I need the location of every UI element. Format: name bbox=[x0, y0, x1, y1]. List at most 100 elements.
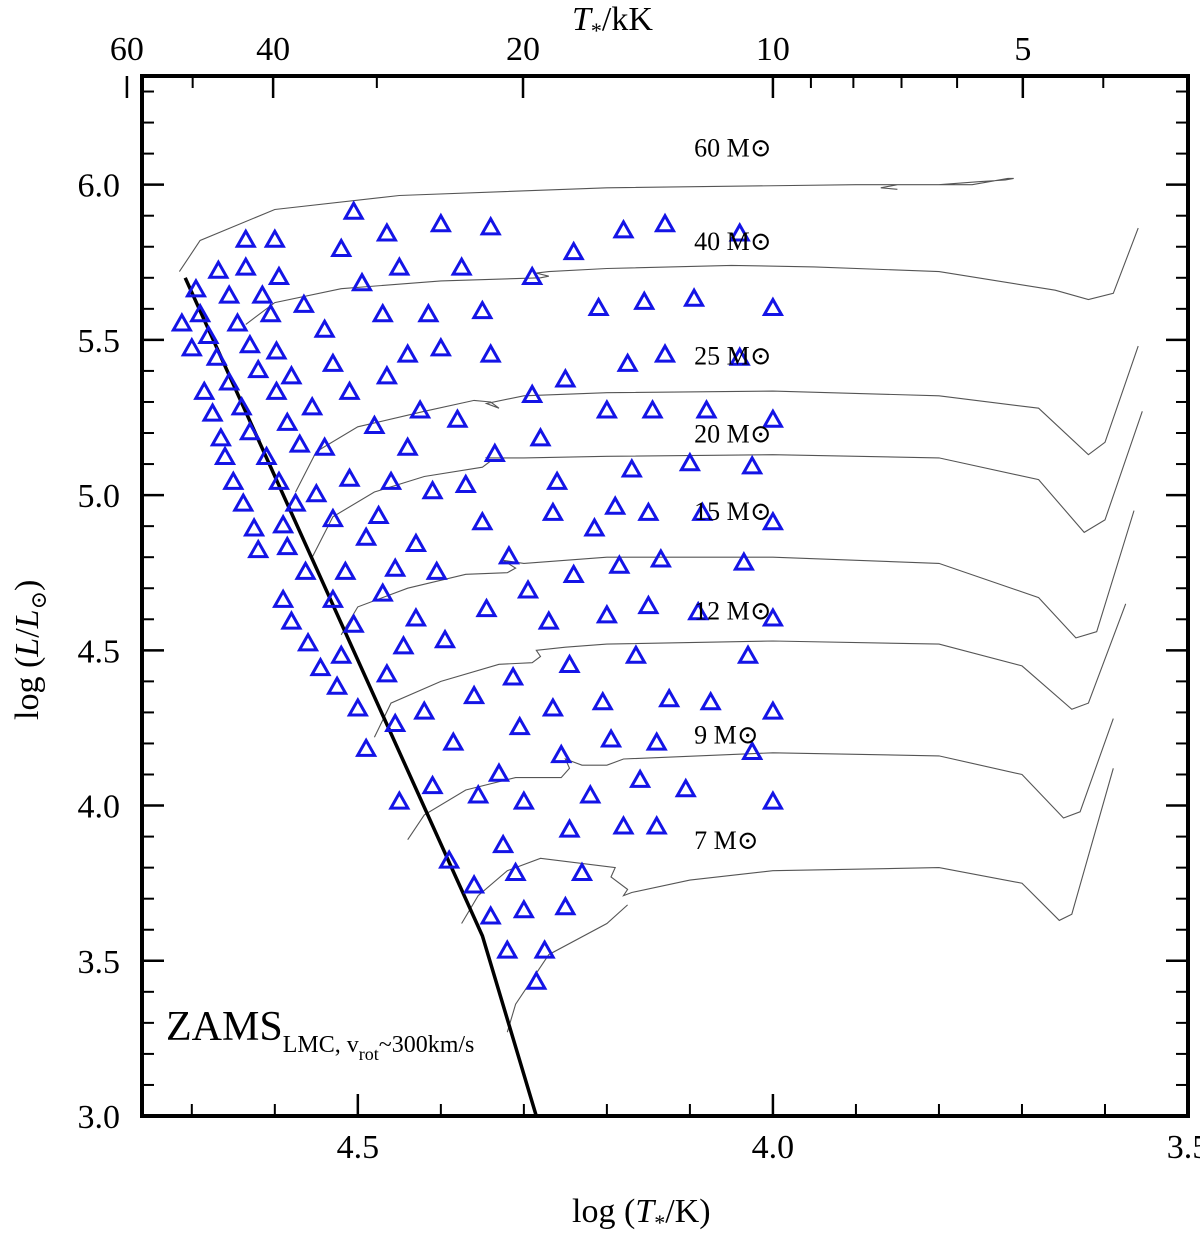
triangle-marker bbox=[272, 588, 295, 608]
triangle-marker bbox=[467, 783, 490, 804]
triangle-marker bbox=[255, 445, 278, 466]
triangle-marker bbox=[558, 653, 581, 674]
triangle-marker bbox=[326, 675, 349, 695]
triangle-marker bbox=[309, 656, 332, 677]
triangle-marker bbox=[342, 613, 365, 633]
track-label-3: 20 M⊙ bbox=[694, 419, 771, 448]
triangle-marker bbox=[321, 588, 345, 608]
triangle-marker bbox=[267, 265, 291, 285]
triangle-marker bbox=[525, 970, 548, 990]
triangle-marker bbox=[479, 904, 502, 925]
triangle-marker bbox=[396, 436, 419, 456]
triangle-marker bbox=[375, 221, 398, 242]
track-label-4: 15 M⊙ bbox=[694, 497, 771, 526]
triangle-marker bbox=[645, 731, 668, 751]
zams-label: ZAMSLMC, vrot~300km/s bbox=[166, 1004, 474, 1064]
triangle-marker bbox=[180, 336, 203, 357]
triangle-marker bbox=[184, 277, 208, 298]
triangle-marker bbox=[741, 740, 764, 760]
evolution-tracks bbox=[178, 177, 1143, 1033]
triangle-marker bbox=[342, 200, 365, 220]
track-label-1: 40 M⊙ bbox=[694, 227, 771, 256]
triangle-marker bbox=[541, 501, 565, 521]
triangle-marker bbox=[471, 299, 494, 320]
triangle-marker bbox=[475, 597, 498, 618]
model-points bbox=[170, 200, 784, 990]
track-line-2 bbox=[295, 345, 1139, 493]
triangle-marker bbox=[170, 312, 193, 332]
triangle-marker bbox=[371, 302, 394, 323]
zams-line bbox=[183, 277, 538, 1116]
top-tick-label: 40 bbox=[256, 31, 290, 68]
top-tick-label: 10 bbox=[756, 31, 790, 68]
triangle-marker bbox=[338, 467, 361, 487]
triangle-marker bbox=[604, 495, 627, 515]
triangle-marker bbox=[620, 457, 643, 478]
triangle-marker bbox=[529, 426, 552, 447]
triangle-marker bbox=[741, 454, 764, 475]
track-label-0: 60 M⊙ bbox=[694, 134, 771, 163]
triangle-marker bbox=[247, 538, 270, 559]
triangle-marker bbox=[384, 557, 407, 577]
triangle-marker bbox=[321, 352, 345, 372]
triangle-marker bbox=[238, 333, 261, 354]
triangle-marker bbox=[384, 712, 407, 733]
triangle-marker bbox=[687, 600, 710, 621]
triangle-marker bbox=[230, 395, 253, 416]
track-line-0 bbox=[178, 177, 1014, 272]
triangle-marker bbox=[388, 790, 411, 810]
triangle-marker bbox=[587, 296, 610, 317]
triangle-marker bbox=[392, 634, 415, 655]
triangle-marker bbox=[562, 563, 585, 584]
triangle-marker bbox=[388, 256, 411, 276]
triangle-marker bbox=[761, 790, 784, 810]
triangle-marker bbox=[637, 501, 660, 521]
x-axis-title: log (T*/K) bbox=[572, 1193, 711, 1234]
track-line-1 bbox=[245, 227, 1139, 325]
triangle-marker bbox=[678, 451, 701, 472]
triangle-marker bbox=[497, 544, 521, 565]
triangle-marker bbox=[550, 743, 573, 764]
triangle-marker bbox=[562, 240, 585, 261]
track-line-3 bbox=[311, 411, 1143, 558]
triangle-marker bbox=[624, 644, 648, 664]
triangle-marker bbox=[483, 442, 506, 462]
triangle-marker bbox=[633, 290, 656, 310]
triangle-marker bbox=[296, 631, 320, 652]
triangle-marker bbox=[350, 271, 374, 292]
triangle-marker bbox=[629, 768, 652, 788]
triangle-marker bbox=[213, 445, 237, 466]
triangle-marker bbox=[558, 818, 581, 838]
track-label-5: 12 M⊙ bbox=[694, 596, 771, 625]
triangle-marker bbox=[429, 336, 452, 357]
top-tick-label: 20 bbox=[506, 31, 540, 68]
triangle-marker bbox=[218, 284, 241, 304]
triangle-marker bbox=[583, 516, 606, 537]
triangle-marker bbox=[396, 343, 419, 363]
triangle-marker bbox=[504, 861, 527, 882]
triangle-marker bbox=[267, 470, 291, 490]
triangle-marker bbox=[653, 343, 677, 363]
triangle-marker bbox=[599, 728, 623, 748]
triangle-marker bbox=[247, 358, 270, 379]
triangle-marker bbox=[521, 265, 544, 285]
plot-frame bbox=[140, 74, 1190, 1118]
axis-ticks: 4.5 4.0 3.5 3.0 3.5 4.0 4.5 5.0 5.5 6.0 60 40 20 10 5 bbox=[78, 31, 1200, 1166]
triangle-marker bbox=[355, 737, 378, 757]
triangle-marker bbox=[462, 684, 486, 705]
triangle-marker bbox=[218, 371, 241, 391]
y-tick-label: 3.5 bbox=[78, 944, 121, 981]
triangle-marker bbox=[222, 470, 245, 490]
triangle-marker bbox=[242, 516, 266, 537]
triangle-marker bbox=[496, 939, 519, 959]
zams-label-subsub: rot bbox=[359, 1044, 379, 1064]
top-tick-label: 60 bbox=[110, 31, 144, 68]
triangle-marker bbox=[732, 551, 755, 571]
triangle-marker bbox=[479, 215, 502, 236]
triangle-marker bbox=[375, 364, 398, 385]
y-tick-label: 4.0 bbox=[78, 789, 121, 826]
triangle-marker bbox=[301, 395, 324, 416]
triangle-marker bbox=[442, 731, 465, 751]
y-tick-label: 3.0 bbox=[78, 1099, 121, 1136]
